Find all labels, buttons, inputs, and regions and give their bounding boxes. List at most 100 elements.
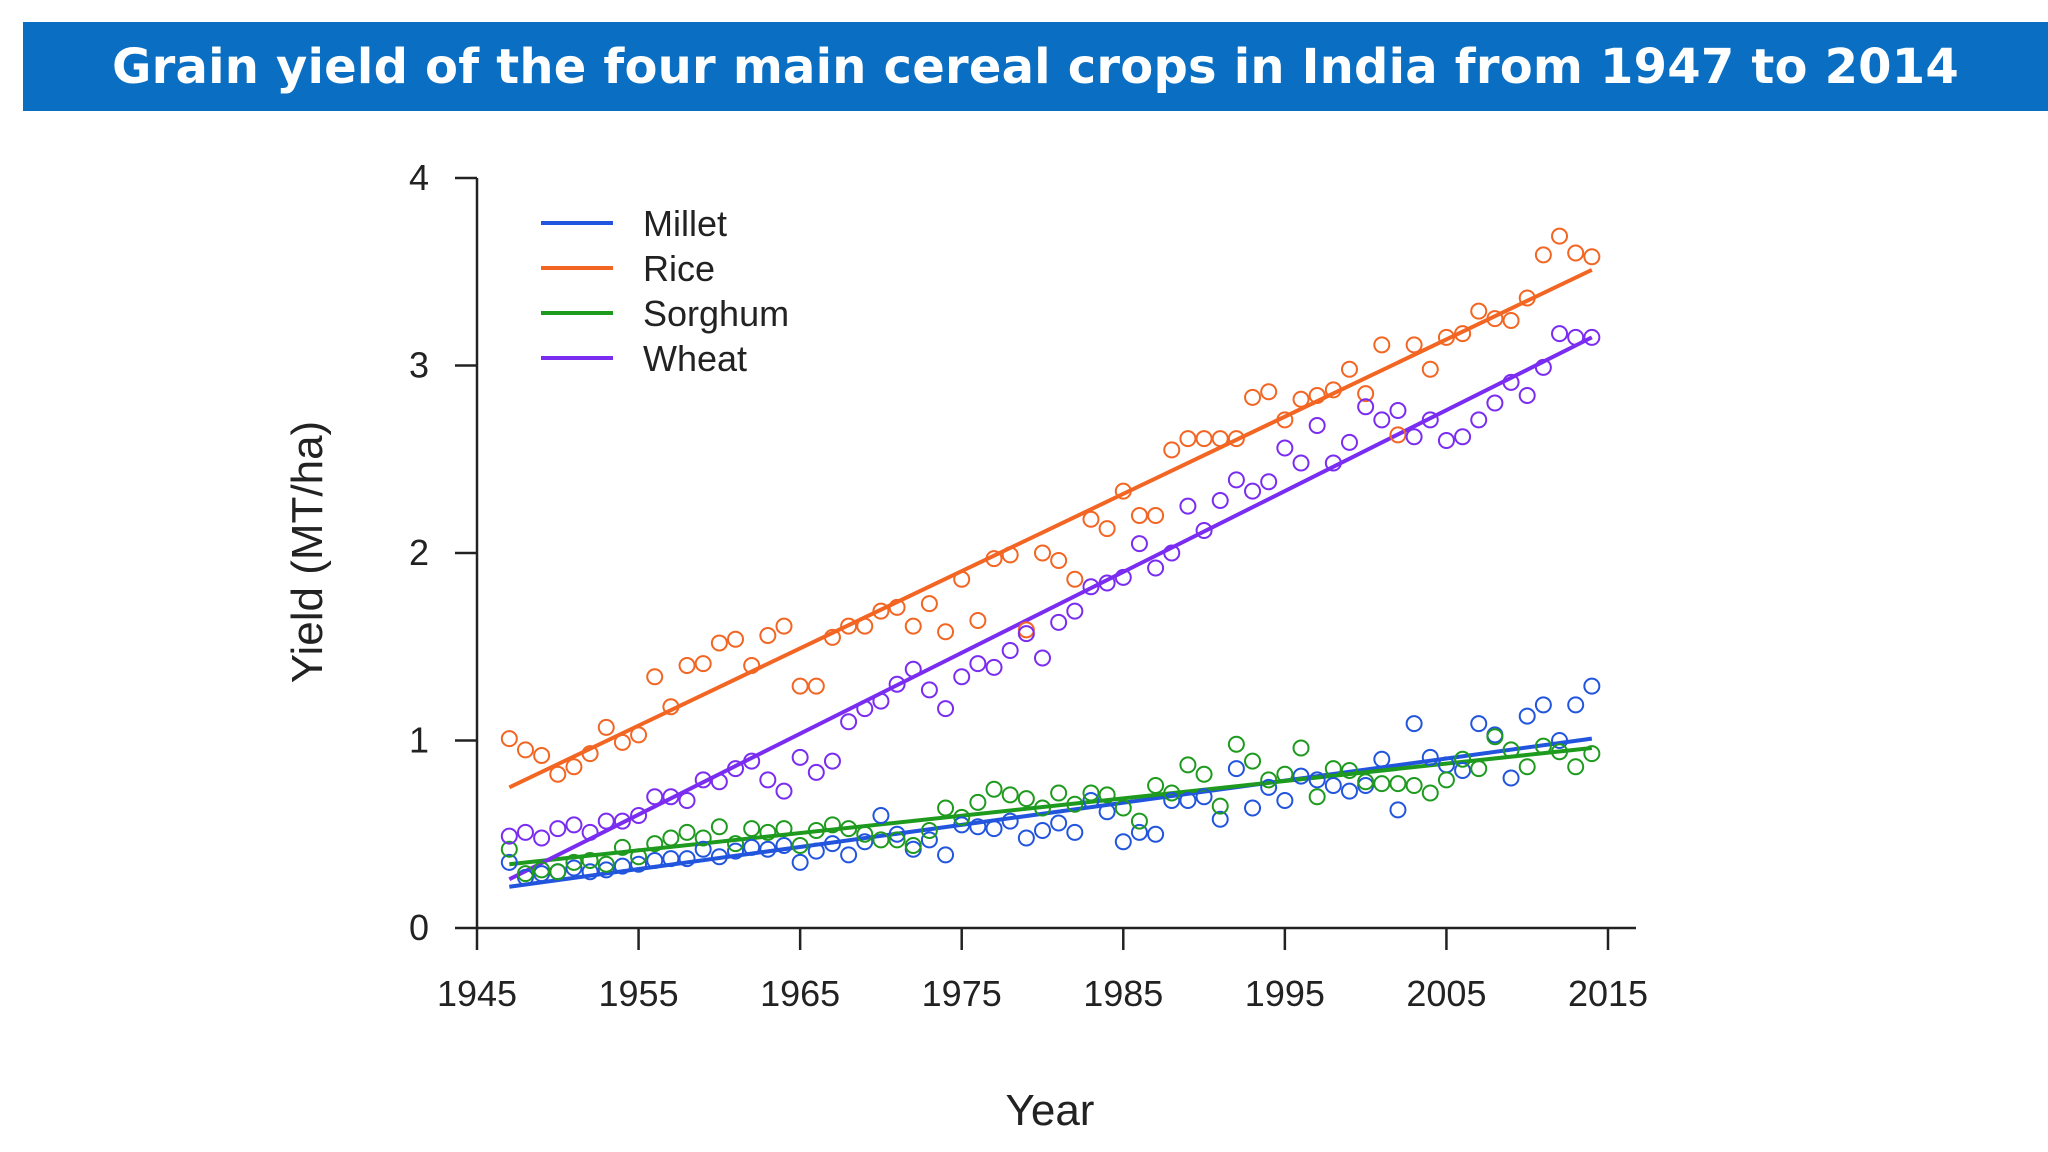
- point-rice: [1389, 426, 1407, 444]
- point-sorghum: [1437, 771, 1455, 789]
- point-rice: [597, 718, 615, 736]
- point-millet: [1583, 677, 1601, 695]
- x-axis-label: Year: [1006, 1086, 1095, 1135]
- point-wheat: [678, 792, 696, 809]
- point-millet: [662, 850, 680, 868]
- point-millet: [791, 853, 809, 871]
- point-rice: [1583, 248, 1601, 266]
- point-millet: [1082, 792, 1100, 809]
- point-millet: [1292, 767, 1310, 785]
- point-wheat: [1308, 417, 1326, 434]
- point-wheat: [1276, 439, 1294, 457]
- point-rice: [1001, 546, 1019, 564]
- point-millet: [1373, 750, 1391, 768]
- point-millet: [1001, 812, 1019, 830]
- point-sorghum: [1227, 735, 1245, 753]
- trend-line-millet: [509, 736, 1593, 889]
- point-rice: [1437, 328, 1455, 346]
- point-sorghum: [646, 835, 664, 853]
- point-millet: [872, 807, 890, 824]
- point-sorghum: [1486, 728, 1504, 746]
- y-tick-label: 0: [409, 907, 429, 948]
- point-millet: [613, 857, 631, 875]
- point-millet: [533, 865, 551, 883]
- point-rice: [1405, 336, 1423, 354]
- point-rice: [1421, 360, 1439, 378]
- point-rice: [1567, 244, 1585, 262]
- point-sorghum: [1292, 739, 1310, 757]
- point-millet: [1195, 788, 1213, 806]
- point-wheat: [743, 752, 761, 770]
- point-millet: [1114, 833, 1132, 851]
- point-wheat: [1389, 402, 1407, 419]
- point-wheat: [1421, 411, 1439, 429]
- point-millet: [646, 852, 664, 869]
- x-tick-label: 1945: [437, 973, 517, 1014]
- point-sorghum: [1050, 784, 1068, 802]
- point-millet: [1227, 760, 1245, 778]
- point-rice: [1357, 385, 1375, 403]
- point-rice: [1324, 381, 1342, 399]
- point-rice: [1066, 570, 1084, 588]
- point-wheat: [1534, 358, 1552, 376]
- point-wheat: [1292, 454, 1310, 472]
- point-rice: [1534, 246, 1552, 264]
- point-sorghum: [1567, 758, 1585, 776]
- point-millet: [888, 825, 906, 843]
- point-sorghum: [500, 840, 518, 858]
- point-wheat: [565, 816, 583, 834]
- point-wheat: [1260, 473, 1278, 491]
- point-rice: [937, 623, 955, 641]
- point-millet: [1098, 803, 1116, 821]
- point-sorghum: [1114, 799, 1132, 817]
- point-millet: [1518, 707, 1536, 725]
- point-rice: [1179, 430, 1197, 448]
- x-tick-label: 1965: [760, 973, 840, 1014]
- point-millet: [969, 818, 987, 836]
- point-millet: [1405, 715, 1423, 733]
- point-millet: [743, 838, 761, 856]
- point-millet: [1244, 799, 1262, 817]
- point-wheat: [1518, 387, 1536, 404]
- point-wheat: [1324, 454, 1342, 472]
- point-rice: [1373, 336, 1391, 354]
- point-sorghum: [953, 808, 971, 826]
- point-wheat: [1244, 482, 1262, 500]
- point-sorghum: [1389, 775, 1407, 793]
- point-rice: [1017, 621, 1035, 639]
- point-wheat: [1130, 535, 1148, 553]
- point-wheat: [1211, 492, 1229, 509]
- point-rice: [1098, 520, 1116, 538]
- point-sorghum: [1163, 784, 1181, 802]
- point-millet: [1389, 801, 1407, 819]
- point-rice: [1034, 544, 1051, 562]
- point-sorghum: [856, 825, 874, 843]
- point-sorghum: [662, 829, 680, 847]
- point-rice: [985, 550, 1003, 568]
- point-rice: [1470, 302, 1488, 320]
- point-sorghum: [1308, 788, 1326, 806]
- point-wheat: [581, 823, 599, 841]
- point-rice: [565, 758, 583, 776]
- point-wheat: [1195, 522, 1213, 539]
- point-rice: [904, 617, 922, 635]
- point-millet: [678, 850, 696, 868]
- point-millet: [840, 846, 858, 864]
- point-rice: [920, 595, 938, 613]
- point-millet: [694, 840, 712, 858]
- point-millet: [1163, 792, 1181, 809]
- point-sorghum: [1001, 786, 1019, 804]
- point-sorghum: [823, 816, 841, 834]
- x-tick-label: 1985: [1083, 973, 1163, 1014]
- point-millet: [856, 833, 874, 851]
- point-rice: [581, 745, 599, 763]
- point-millet: [727, 842, 745, 860]
- point-rice: [694, 655, 712, 673]
- legend-label-sorghum: Sorghum: [643, 293, 789, 334]
- point-rice: [953, 570, 971, 588]
- point-rice: [1502, 312, 1520, 329]
- point-wheat: [1050, 613, 1068, 631]
- point-millet: [1050, 814, 1068, 832]
- title-banner: Grain yield of the four main cereal crop…: [23, 22, 2048, 111]
- point-rice: [1260, 383, 1278, 401]
